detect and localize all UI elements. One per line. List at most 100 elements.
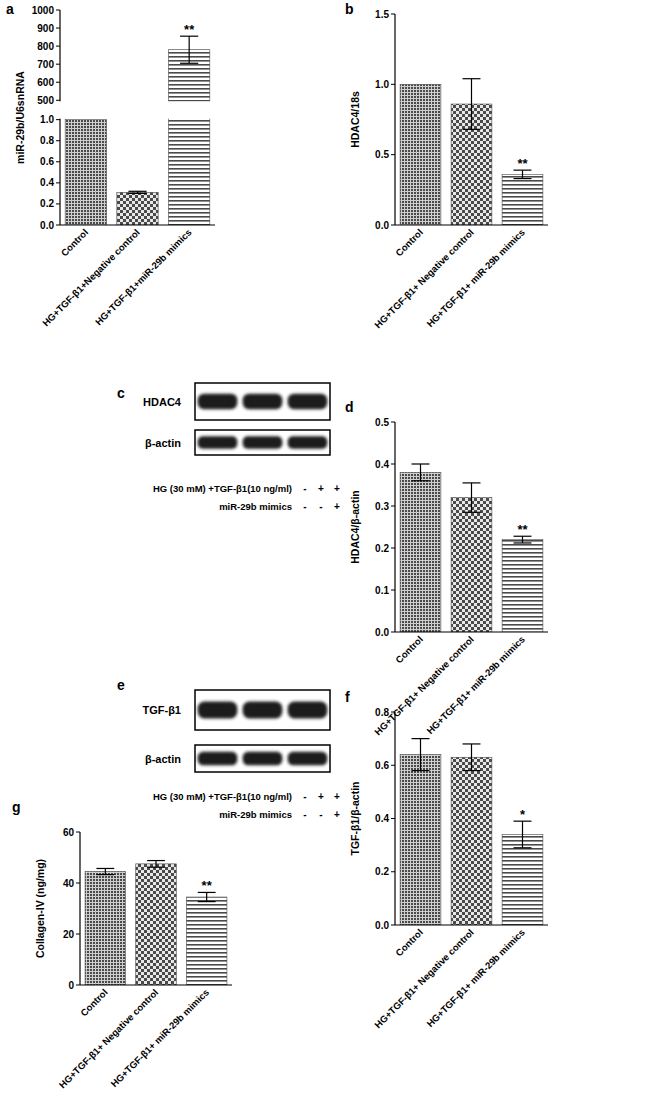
y-tick [56,64,60,65]
error-cap [180,63,198,64]
error-cap [412,770,430,771]
error-cap [96,868,114,869]
y-tick [391,548,395,549]
error-bar [463,483,481,512]
bar [169,50,210,225]
bar [502,174,543,225]
lane-sign: - [303,483,306,494]
error-bar [198,892,216,901]
y-tick-label: 800 [37,41,54,52]
marks [85,861,227,985]
y-tick [391,506,395,507]
lane-sign: + [318,791,324,802]
y-tick-label: 1.5 [375,9,389,20]
error-bar [514,170,532,178]
lane-sign: + [334,791,340,802]
x-tick-label: Control [393,927,425,959]
axes: 0.00.20.40.60.81.05006007008009001000 [32,5,217,231]
marks [400,739,543,925]
error-line [420,739,421,771]
panel-label: c [117,385,125,401]
y-tick-label: 60 [63,827,75,838]
lane-sign: + [334,809,340,820]
bar [502,540,543,632]
y-axis [394,422,395,632]
marks [400,464,543,632]
significance: ** [202,878,213,893]
bar [400,84,441,225]
y-tick-label: 900 [37,23,54,34]
y-tick-label: 0.3 [375,501,389,512]
chart-svg: aControlHG+TGF-β1+Negative control**HG+T… [0,0,657,1107]
x-tick-label: HG+TGF-β1+Negative control [40,227,142,329]
error-cap [463,129,481,130]
y-tick [391,871,395,872]
bar [451,757,492,925]
bar-panel: fControlHG+TGF-β1+ Negative control*HG+T… [345,689,548,1030]
lane-sign: - [319,809,322,820]
lane-sign: - [303,501,306,512]
y-tick-label: 0.5 [375,417,389,428]
y-tick [391,590,395,591]
error-cap [198,901,216,902]
blot-frame [195,745,330,772]
y-tick-label: 0.0 [40,220,54,231]
x-tick-label: Control [393,227,425,259]
y-tick-label: 1.0 [375,79,389,90]
error-cap [514,542,532,543]
blot-panel: cHDAC4β-actinHG (30 mM) +TGF-β1(10 ng/ml… [117,383,340,512]
band [198,394,238,410]
y-tick [56,225,60,226]
bar [502,834,543,925]
y-tick-label: 0.0 [375,920,389,931]
y-tick-label: 0.4 [375,813,389,824]
condition-label: miR-29b mimics [219,501,292,512]
blot-frame [195,690,330,730]
y-tick [56,100,60,101]
significance: ** [184,22,195,37]
x-tick-label: Control [78,987,110,1019]
axes: 0.00.20.40.60.8 [375,707,548,931]
band [243,436,283,449]
condition-label: HG (30 mM) +TGF-β1(10 ng/ml) [153,483,292,494]
error-bar [463,744,481,771]
lane-sign: + [334,483,340,494]
y-tick [76,985,80,986]
y-tick-label: 0.2 [40,198,54,209]
bar [136,864,177,985]
y-tick [391,154,395,155]
error-bar [412,739,430,771]
y-tick-label: 0.4 [40,177,54,188]
y-tick-label: 0.2 [375,866,389,877]
blot-frame [195,430,330,455]
y-tick-label: 700 [37,59,54,70]
error-bar [128,191,146,193]
panel-label: d [345,399,354,415]
x-axis [395,631,548,632]
significance: ** [517,156,528,171]
lane-sign: - [303,791,306,802]
error-bar [147,861,165,868]
error-line [105,868,106,874]
marks [65,36,210,225]
y-tick [56,46,60,47]
error-cap [412,463,430,464]
y-tick [56,140,60,141]
y-tick [56,203,60,204]
y-tick [76,934,80,935]
band [198,752,238,766]
blot-frame [195,383,330,420]
y-tick-label: 600 [37,77,54,88]
condition-label: miR-29b mimics [219,809,292,820]
band [288,436,328,449]
y-tick [391,818,395,819]
band [243,702,283,719]
y-tick [56,161,60,162]
error-line [189,36,190,63]
band [288,702,328,719]
error-cap [463,743,481,744]
panel-label: a [6,1,14,17]
axes: 0.00.51.01.5 [375,9,548,231]
error-cap [96,874,114,875]
error-cap [514,847,532,848]
